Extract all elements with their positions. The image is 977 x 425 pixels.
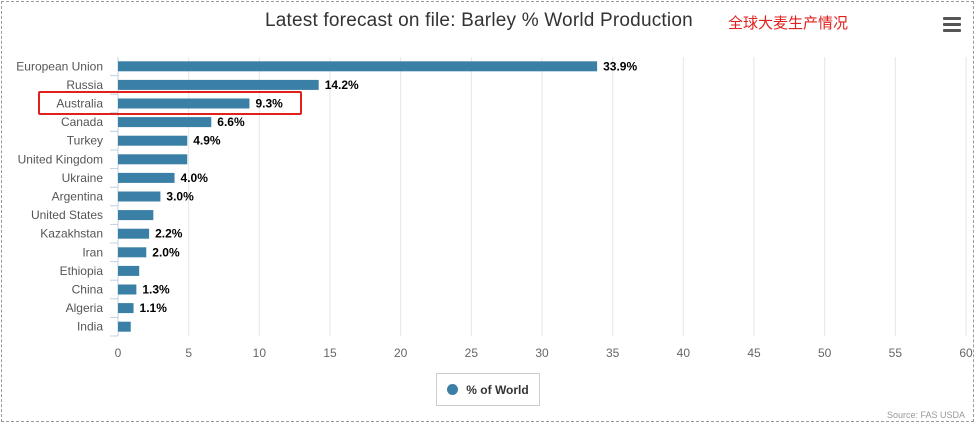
bar <box>118 321 131 332</box>
menu-line-icon <box>943 23 961 26</box>
data-label: 33.9% <box>603 59 637 73</box>
x-tick-label: 40 <box>677 346 691 360</box>
category-label: Iran <box>82 245 103 259</box>
category-label: China <box>72 283 104 297</box>
category-label: Turkey <box>67 134 103 148</box>
bar <box>118 247 147 258</box>
data-label: 2.0% <box>152 245 180 259</box>
bar <box>118 210 154 221</box>
data-label: 1.3% <box>142 283 170 297</box>
x-tick-label: 10 <box>253 346 267 360</box>
bar <box>118 154 188 165</box>
x-tick-label: 15 <box>323 346 337 360</box>
bar <box>118 191 161 202</box>
category-label: Argentina <box>52 190 104 204</box>
category-label: Kazakhstan <box>40 227 103 241</box>
category-label: United States <box>31 208 103 222</box>
category-label: India <box>77 320 103 334</box>
x-tick-label: 55 <box>889 346 903 360</box>
bar <box>118 303 134 314</box>
menu-line-icon <box>943 17 961 20</box>
x-tick-label: 25 <box>465 346 479 360</box>
menu-line-icon <box>943 29 961 32</box>
x-tick-label: 60 <box>959 346 973 360</box>
bar <box>118 61 598 72</box>
bar <box>118 265 140 276</box>
chart-title: Latest forecast on file: Barley % World … <box>265 10 693 31</box>
bar <box>118 228 150 239</box>
bar <box>118 98 250 109</box>
source-credit: Source: FAS USDA <box>886 410 965 420</box>
category-label: Russia <box>66 78 103 92</box>
legend-marker-icon <box>447 384 459 395</box>
x-tick-label: 5 <box>185 346 192 360</box>
bar <box>118 284 137 295</box>
hamburger-menu-icon[interactable] <box>943 17 961 33</box>
data-label: 4.0% <box>181 171 209 185</box>
data-label: 9.3% <box>255 97 283 111</box>
bar <box>118 79 319 90</box>
legend-item[interactable]: % of World <box>436 373 540 406</box>
data-label: 4.9% <box>193 134 221 148</box>
annotation-text: 全球大麦生产情况 <box>728 14 849 32</box>
bar <box>118 172 175 183</box>
x-tick-label: 50 <box>818 346 832 360</box>
category-label: United Kingdom <box>18 152 103 166</box>
x-tick-label: 35 <box>606 346 620 360</box>
data-label: 2.2% <box>155 227 183 241</box>
data-label: 6.6% <box>217 115 245 129</box>
category-label: European Union <box>16 59 103 73</box>
australia-highlight-box <box>38 91 302 115</box>
x-tick-label: 45 <box>747 346 761 360</box>
x-tick-label: 0 <box>115 346 122 360</box>
x-tick-label: 30 <box>535 346 549 360</box>
legend-label: % of World <box>466 382 529 397</box>
x-tick-label: 20 <box>394 346 408 360</box>
data-label: 3.0% <box>166 190 194 204</box>
bar <box>118 117 212 128</box>
category-label: Australia <box>56 97 103 111</box>
category-label: Algeria <box>66 301 104 315</box>
category-label: Ukraine <box>62 171 104 185</box>
bar <box>118 135 188 146</box>
data-label: 14.2% <box>325 78 359 92</box>
category-label: Ethiopia <box>60 264 104 278</box>
data-label: 1.1% <box>140 301 168 315</box>
category-label: Canada <box>61 115 103 129</box>
